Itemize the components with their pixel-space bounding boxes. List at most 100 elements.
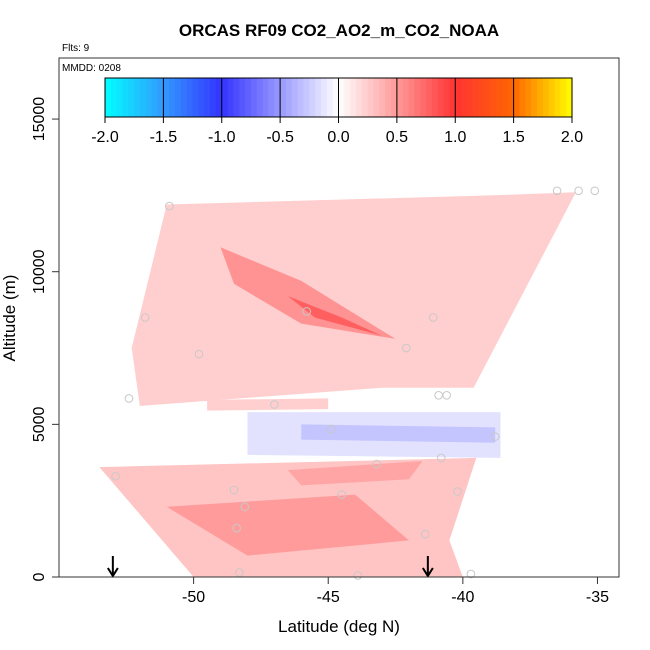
colorbar-swatch: [105, 78, 112, 117]
colorbar-swatch: [256, 78, 264, 117]
observation-point: [574, 186, 583, 196]
colorbar-swatch: [536, 78, 544, 117]
observation-point: [437, 453, 446, 463]
colorbar-swatch: [548, 78, 556, 117]
colorbar-swatch: [420, 78, 427, 117]
colorbar-swatch: [356, 78, 363, 117]
arrow-start-head: [106, 567, 119, 578]
colorbar-swatch: [204, 78, 211, 117]
y-tick-label: 0: [31, 572, 48, 581]
y-tick-label: 15000: [31, 97, 48, 142]
colorbar-swatch: [350, 78, 357, 117]
colorbar-tick-label: 0.5: [386, 129, 408, 146]
observation-point: [402, 343, 411, 353]
colorbar-swatch: [554, 78, 561, 117]
colorbar-swatch: [513, 78, 521, 117]
colorbar-swatch: [140, 78, 147, 117]
colorbar-swatch: [280, 78, 287, 117]
colorbar-swatch: [501, 78, 509, 117]
observation-point: [124, 394, 134, 403]
observation-point: [232, 523, 241, 533]
colorbar-swatch: [122, 78, 129, 117]
observation-point: [235, 568, 244, 577]
observation-point: [140, 313, 150, 322]
colorbar-swatch: [320, 78, 328, 117]
colorbar-swatch: [163, 78, 170, 117]
colorbar-swatch: [169, 78, 176, 117]
heatmap-region-thin-band: [207, 398, 329, 411]
colorbar-swatch: [566, 78, 573, 117]
colorbar-swatch: [507, 78, 515, 117]
colorbar-swatch: [180, 78, 188, 117]
colorbar-swatch: [151, 78, 159, 117]
colorbar-swatch: [426, 78, 433, 117]
observation-point: [326, 424, 336, 434]
colorbar-swatch: [175, 78, 182, 117]
x-tick-label: -45: [317, 589, 340, 606]
observation-point: [453, 487, 462, 496]
colorbar-swatch: [198, 78, 205, 117]
colorbar-swatch: [233, 78, 240, 117]
observation-point: [466, 569, 476, 579]
colorbar-swatch: [519, 78, 526, 117]
colorbar-swatch: [361, 78, 369, 117]
colorbar-swatch: [531, 78, 538, 117]
colorbar-swatch: [192, 78, 199, 117]
heatmap-region-mid-negative-core: [301, 424, 496, 443]
colorbar-swatch: [268, 78, 275, 117]
y-tick-label: 5000: [31, 406, 48, 442]
colorbar-swatch: [128, 78, 135, 117]
observation-point: [434, 391, 443, 400]
colorbar-swatch: [466, 78, 474, 117]
colorbar-swatch: [443, 78, 451, 117]
colorbar-swatch: [396, 78, 404, 117]
colorbar-swatch: [461, 78, 468, 117]
colorbar-swatch: [338, 78, 345, 117]
colorbar-swatch: [250, 78, 258, 117]
colorbar-swatch: [116, 78, 124, 117]
colorbar-swatch: [227, 78, 235, 117]
colorbar-swatch: [414, 78, 421, 117]
colorbar-tick-label: 2.0: [561, 129, 583, 146]
colorbar-swatch: [408, 78, 415, 117]
observation-point: [302, 307, 311, 316]
observation-point: [490, 432, 500, 441]
colorbar-swatch: [385, 78, 392, 117]
y-axis-label: Altitude (m): [0, 275, 19, 362]
colorbar-swatch: [367, 78, 375, 117]
colorbar-swatch: [525, 78, 532, 117]
flights-label: Flts: 9: [62, 43, 90, 54]
colorbar-tick-label: -1.5: [150, 129, 178, 146]
colorbar-swatch: [110, 78, 118, 117]
colorbar-tick-label: 1.5: [503, 129, 525, 146]
colorbar-swatch: [215, 78, 223, 117]
observation-point: [590, 186, 600, 196]
plot-frame: [58, 57, 620, 578]
date-label: MMDD: 0208: [62, 63, 121, 74]
colorbar-tick-label: -2.0: [91, 129, 119, 146]
colorbar-swatch: [245, 78, 252, 117]
colorbar-tick-label: 0.0: [327, 129, 349, 146]
observation-point: [194, 349, 204, 359]
observation-point: [420, 529, 430, 539]
observation-point: [442, 391, 451, 400]
colorbar-swatch: [437, 78, 445, 117]
colorbar-swatch: [315, 78, 322, 117]
heatmap-region-lower-core: [166, 494, 409, 556]
colorbar-swatch: [490, 78, 497, 117]
colorbar-swatch: [145, 78, 153, 117]
heatmap-layer: [99, 192, 576, 577]
arrow-end-head: [421, 567, 434, 578]
observation-point: [165, 201, 174, 211]
colorbar-swatch: [134, 78, 141, 117]
x-axis-label: Latitude (deg N): [278, 617, 400, 636]
colorbar-swatch: [542, 78, 550, 117]
observation-point: [337, 490, 346, 499]
colorbar-swatch: [274, 78, 281, 117]
observation-points: [111, 186, 600, 580]
colorbar-swatch: [455, 78, 462, 117]
x-tick-label: -35: [586, 589, 609, 606]
colorbar-swatch: [239, 78, 246, 117]
colorbar-swatch: [484, 78, 491, 117]
